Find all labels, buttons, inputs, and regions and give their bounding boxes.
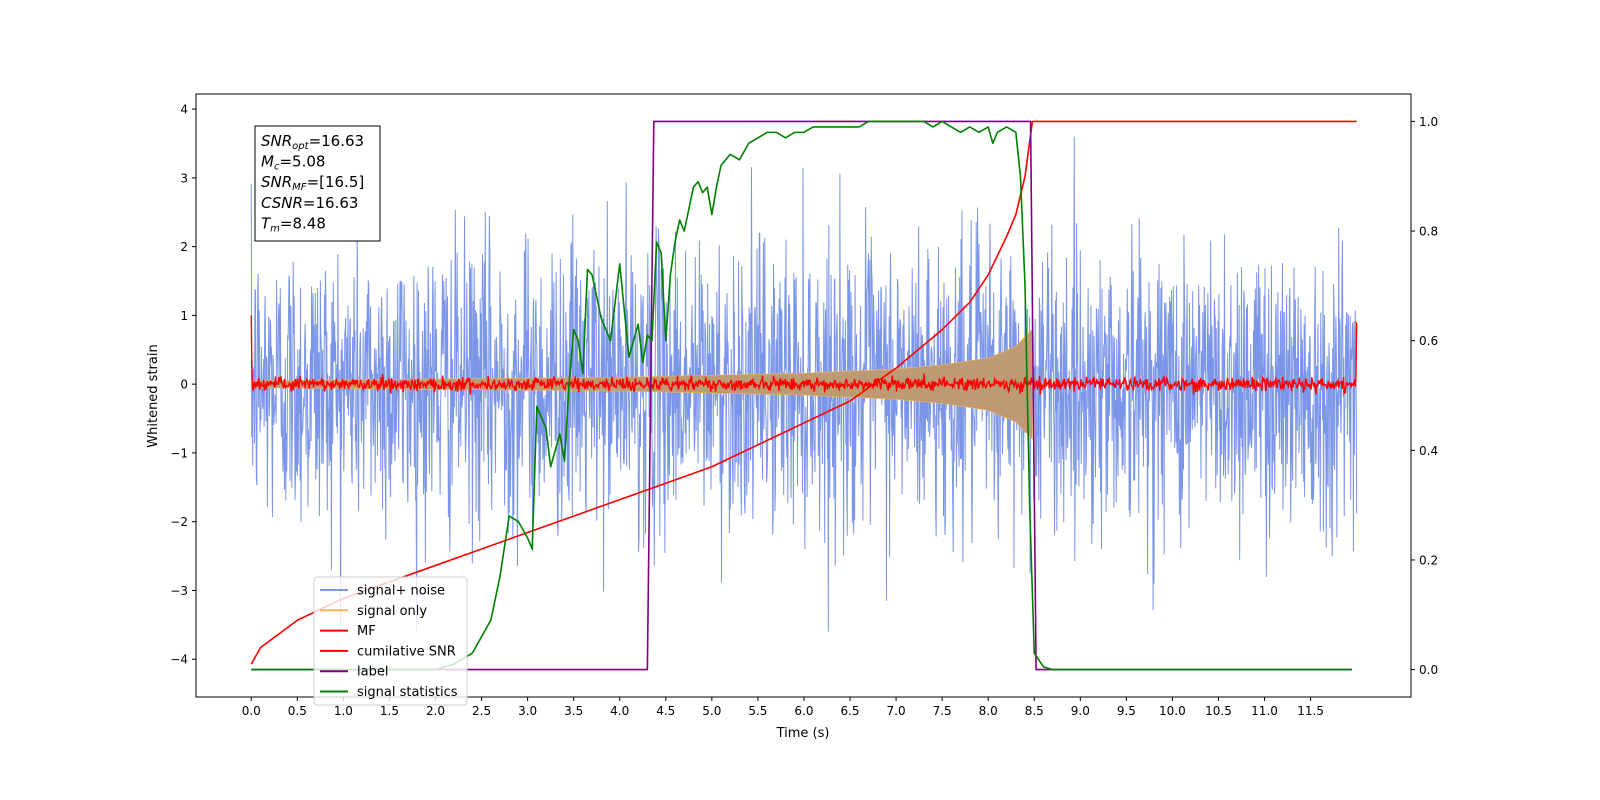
legend-label: MF [357,624,376,639]
x-tick-label: 9.0 [1071,704,1090,718]
x-tick-label: 6.0 [794,704,813,718]
y-left-tick-label: −2 [170,515,188,529]
annotation-frame [254,125,381,242]
x-tick-label: 0.5 [288,704,307,718]
y-left-tick-label: 2 [180,240,188,254]
x-tick-label: 11.0 [1251,704,1278,718]
annotation-line: Tm=8.48 [261,214,326,234]
y-axis-label: Whitened strain [146,344,161,447]
y-left-tick-label: 0 [180,378,188,392]
plot-series-layer [250,120,1358,671]
y-left-tick-label: 3 [180,171,188,185]
y-right-tick-label: 0.0 [1419,663,1438,677]
x-tick-label: 4.5 [656,704,675,718]
annotation-line: CSNR=16.63 [261,194,358,212]
x-tick-label: 8.5 [1025,704,1044,718]
x-tick-label: 2.5 [472,704,491,718]
legend-label: cumilative SNR [357,644,456,659]
x-axis: 0.0 0.5 1.0 1.5 2.0 2.5 3.0 3.5 4.0 4.5 5.0 5.5 6.0 6… [242,697,1324,718]
y-right-tick-label: 0.6 [1419,334,1438,348]
stats-annotation-box: SNRopt=16.63Mc=5.08SNRMF=[16.5]CSNR=16.6… [254,125,381,242]
x-tick-label: 7.5 [933,704,952,718]
x-tick-label: 3.0 [518,704,537,718]
y-axis-left: 4 3 2 1 0 −1 −2 −3 −4 [170,103,196,667]
x-tick-label: 8.0 [979,704,998,718]
y-left-tick-label: −3 [170,584,188,598]
x-tick-label: 5.0 [702,704,721,718]
x-tick-label: 10.5 [1205,704,1232,718]
x-tick-label: 10.0 [1159,704,1186,718]
legend: signal+ noise signal only MF cumilative SNR… [313,576,468,706]
x-tick-label: 11.5 [1297,704,1324,718]
x-tick-label: 5.5 [748,704,767,718]
x-tick-label: 2.0 [426,704,445,718]
annotation-line: Mc=5.08 [261,153,325,173]
legend-frame [313,576,468,706]
x-tick-label: 3.5 [564,704,583,718]
series-signal-statistics-line [251,120,1353,671]
y-axis-right: 1.0 0.8 0.6 0.4 0.2 0.0 [1411,115,1438,677]
x-tick-label: 1.0 [334,704,353,718]
x-tick-label: 1.5 [380,704,399,718]
y-left-tick-label: −4 [170,653,188,667]
y-right-tick-label: 1.0 [1419,115,1438,129]
x-tick-label: 4.0 [610,704,629,718]
y-right-tick-label: 0.2 [1419,553,1438,567]
y-right-tick-label: 0.8 [1419,225,1438,239]
legend-label: signal only [357,604,427,619]
x-tick-label: 0.0 [242,704,261,718]
legend-label: signal statistics [357,685,458,700]
y-left-tick-label: 4 [180,103,188,117]
x-axis-label: Time (s) [776,726,830,741]
y-right-tick-label: 0.4 [1419,444,1438,458]
legend-label: signal+ noise [357,584,445,599]
legend-label: label [357,665,388,680]
y-left-tick-label: 1 [180,309,188,323]
x-tick-label: 9.5 [1117,704,1136,718]
annotation-line: SNRMF=[16.5] [261,173,364,193]
y-left-tick-label: −1 [170,446,188,460]
series-signal-noise-line [250,136,1358,632]
x-tick-label: 7.0 [887,704,906,718]
annotation-line: SNRopt=16.63 [261,132,364,152]
x-tick-label: 6.5 [840,704,859,718]
series-mf-line [250,315,1358,396]
